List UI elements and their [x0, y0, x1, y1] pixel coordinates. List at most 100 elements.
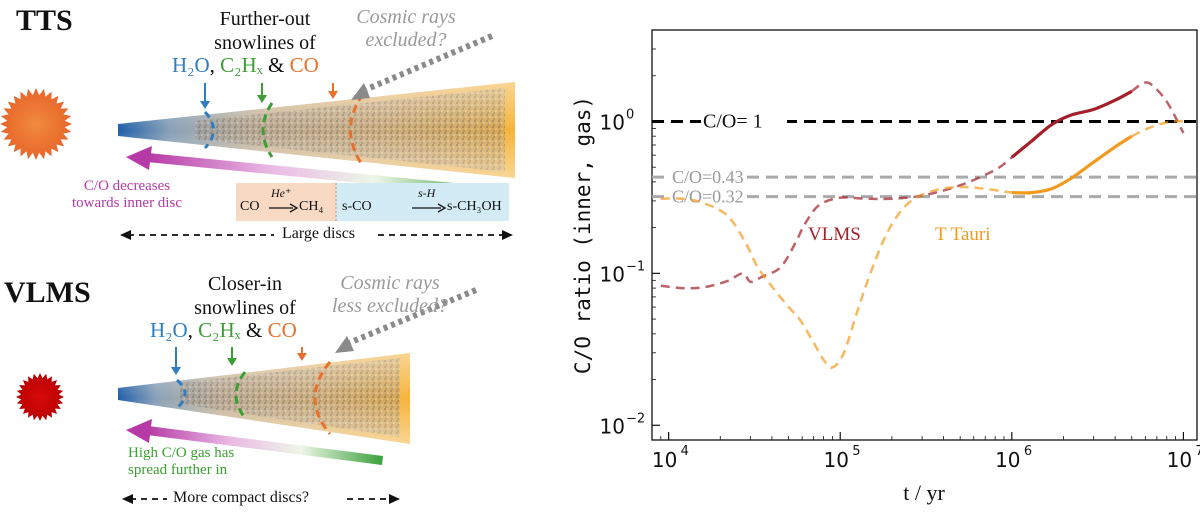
ytick-label-1: 10	[600, 262, 625, 286]
xtick-exp-0: 4	[681, 444, 689, 459]
t-tauri-dashed-late	[1131, 119, 1184, 138]
vlms-snowlines-title: Closer-in snowlines of	[175, 272, 315, 320]
xtick-exp-2: 6	[1024, 444, 1032, 459]
hline-label-1: C/O=0.43	[672, 167, 744, 187]
compact-discs-arrowhead-left	[122, 494, 133, 504]
xtick-label-1: 10	[823, 448, 848, 472]
vlms-snowlines-title-line1: Closer-in	[207, 273, 283, 295]
plot-frame	[651, 29, 1198, 441]
tts-cosmic-ray-arrowhead	[351, 83, 370, 100]
vlms-dashed-early	[660, 156, 1013, 290]
vlms-disc	[118, 353, 410, 444]
large-discs-arrowhead-left	[120, 230, 131, 240]
vlms-co-annotation: High C/O gas has spread further in	[128, 445, 298, 479]
xtick-exp-3: 7	[1195, 444, 1200, 459]
tts-co-label: CO	[289, 53, 319, 77]
tts-comma: ,	[209, 53, 215, 77]
vlms-snowlines-title-line2: snowlines of	[194, 297, 296, 319]
reaction2-reactant: s-CO	[342, 199, 372, 214]
vlms-cosmic-text: Cosmic rays less excluded?	[320, 272, 460, 318]
tts-co-annotation-line1: C/O decreases	[83, 178, 171, 194]
vlms-c2hx-label: C₂Hₓ	[198, 318, 241, 342]
tts-cosmic-line2: excluded?	[365, 29, 447, 51]
ytick-exp-0: −2	[626, 411, 645, 426]
vlms-c2hx-snowline	[234, 371, 247, 419]
hline-label-bg-1	[670, 166, 740, 187]
hline-label-bg-2	[670, 185, 740, 206]
tts-disc	[118, 82, 515, 178]
tts-snowlines-title: Further-out snowlines of	[190, 7, 340, 55]
vlms-h2o-snowline	[175, 378, 187, 410]
schematic-graphics	[0, 33, 515, 504]
ytick-label-2: 10	[600, 110, 625, 134]
vlms-amp: &	[246, 318, 263, 342]
vlms-co-snowline	[313, 361, 332, 435]
reaction2-product: s-CH₃OH	[447, 199, 502, 214]
vlms-co-gradient-arrowhead	[126, 419, 152, 443]
large-discs-arrowhead-right	[502, 230, 513, 240]
vlms-cosmic-line1: Cosmic rays	[340, 272, 440, 294]
reaction1-product: CH₄	[299, 199, 324, 214]
vlms-comma: ,	[187, 318, 193, 342]
tts-molecule-row: H₂O, C₂Hₓ & CO	[172, 53, 319, 78]
large-discs-label: Large discs	[282, 225, 356, 242]
tts-cosmic-text: Cosmic rays excluded?	[346, 6, 466, 52]
vlms-cosmic-line2: less excluded?	[331, 295, 449, 317]
vlms-series-label: VLMS	[808, 224, 861, 245]
compact-discs-arrowhead-right	[389, 494, 400, 504]
vlms-h2o-pointer-head	[171, 367, 181, 375]
hline-label-2: C/O=0.32	[672, 187, 744, 207]
tts-c2hx-snowline	[261, 102, 274, 158]
arrow-he-head	[289, 203, 299, 213]
tts-snowlines-title-line1: Further-out	[219, 8, 311, 30]
tts-co-snowline	[349, 93, 365, 167]
hline-label-0: C/O= 1	[703, 110, 763, 132]
tts-label: TTS	[16, 4, 73, 37]
tts-co-pointer-head	[328, 91, 338, 99]
vlms-co-label: CO	[267, 318, 297, 342]
vlms-co-pointer-head	[297, 353, 307, 361]
tts-amp: &	[268, 53, 285, 77]
reaction1-reactant: CO	[240, 199, 260, 214]
tts-co-annotation: C/O decreases towards inner disc	[52, 178, 202, 212]
tts-c2hx-label: C₂Hₓ	[220, 53, 263, 77]
ytick-exp-1: −1	[626, 259, 645, 274]
reaction2-catalyst: s-H	[418, 186, 436, 200]
tts-co-gradient-arrowhead	[126, 146, 152, 170]
arrow-sh-head	[437, 203, 447, 213]
vlms-cosmic-ray-arrowhead	[335, 336, 354, 353]
vlms-dashed-late	[1131, 81, 1185, 134]
ytick-exp-2: 0	[626, 107, 634, 122]
tts-co-annotation-line2: towards inner disc	[72, 195, 182, 211]
ytick-label-0: 10	[600, 414, 625, 438]
vlms-solid	[1010, 89, 1133, 159]
tts-h2o-label: H₂O	[172, 53, 210, 77]
reaction-box-sh	[336, 183, 509, 221]
tts-snowlines-title-line2: snowlines of	[214, 32, 316, 54]
vlms-co-annotation-line2: spread further in	[128, 462, 228, 478]
vlms-c2hx-pointer-head	[227, 358, 237, 366]
vlms-co-gradient-arrow	[147, 426, 383, 465]
tts-c2hx-pointer-head	[257, 95, 267, 103]
reaction1-catalyst: He⁺	[271, 186, 292, 200]
reaction-box-he	[236, 183, 336, 221]
xtick-label-2: 10	[995, 448, 1020, 472]
t-tauri-dashed-early	[660, 185, 1012, 369]
xtick-exp-1: 5	[852, 444, 860, 459]
xtick-label-0: 10	[652, 448, 677, 472]
xtick-label-3: 10	[1167, 448, 1192, 472]
vlms-molecule-row: H₂O, C₂Hₓ & CO	[150, 318, 297, 343]
vlms-co-annotation-line1: High C/O gas has	[128, 445, 235, 461]
compact-discs-label: More compact discs?	[173, 489, 309, 506]
vlms-h2o-label: H₂O	[150, 318, 188, 342]
tts-cosmic-line1: Cosmic rays	[356, 6, 456, 28]
tts-h2o-snowline	[203, 110, 215, 150]
chart-xlabel: t / yr	[903, 480, 945, 505]
vlms-label: VLMS	[4, 276, 91, 309]
chart-ylabel: C/O ratio (inner, gas)	[571, 96, 595, 374]
t-tauri-series-label: T Tauri	[935, 224, 991, 245]
tts-h2o-pointer-head	[200, 101, 210, 109]
hline-label-bg-0	[701, 110, 787, 131]
tts-star	[0, 88, 72, 160]
vlms-star	[16, 373, 64, 421]
